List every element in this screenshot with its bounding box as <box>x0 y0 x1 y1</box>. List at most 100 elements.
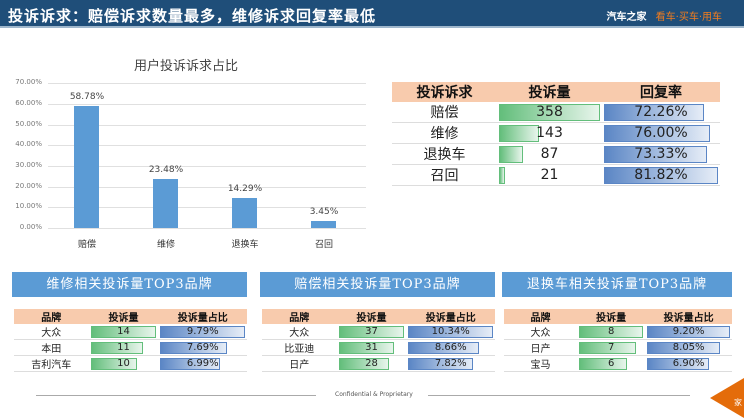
count-cell: 7 <box>576 339 646 356</box>
share-value: 6.99% <box>186 357 219 369</box>
count-databar <box>499 103 600 121</box>
count-cell: 87 <box>497 143 602 165</box>
table-row: 退换车 87 73.33% <box>392 143 720 165</box>
share-cell: 7.82% <box>406 355 495 372</box>
rate-cell: 72.26% <box>602 102 720 123</box>
databar-wrap: 21 <box>499 166 600 184</box>
count-cell: 37 <box>336 324 407 340</box>
bar-value-label: 23.48% <box>148 165 184 176</box>
share-cell: 6.99% <box>158 355 247 372</box>
rate-databar <box>604 145 707 163</box>
share-databar <box>160 341 228 354</box>
databar-wrap: 76.00% <box>604 124 718 142</box>
page-title: 投诉诉求：赔偿诉求数量最多，维修诉求回复率最低 <box>8 7 377 25</box>
corner-triangle-icon <box>710 378 744 418</box>
count-value: 10 <box>117 357 130 369</box>
column-header: 品牌 <box>14 309 89 324</box>
share-cell: 9.20% <box>645 324 732 340</box>
brand-logo: 汽车之家 看车·买车·用车 <box>606 8 722 23</box>
column-header: 投诉量 <box>88 309 159 324</box>
count-value: 37 <box>365 325 378 337</box>
count-cell: 8 <box>576 324 646 340</box>
demand-cell: 赔偿 <box>392 102 497 123</box>
column-header: 回复率 <box>602 82 720 102</box>
count-cell: 21 <box>497 164 602 186</box>
count-databar <box>499 145 524 163</box>
table-row: 大众 14 9.79% <box>14 324 247 340</box>
demand-cell: 维修 <box>392 122 497 144</box>
share-value: 8.05% <box>672 341 705 353</box>
count-value: 6 <box>607 357 615 369</box>
share-value: 6.90% <box>672 357 705 369</box>
count-databar <box>578 325 644 338</box>
share-databar <box>160 325 245 338</box>
databar-wrap: 143 <box>499 124 600 142</box>
databar-wrap: 8 <box>578 325 644 338</box>
demand-table: 投诉诉求 投诉量 回复率 赔偿 358 72.26% 维修 143 76.00% 退换车 87 73… <box>392 82 720 186</box>
y-tick-label: 20.00% <box>15 181 42 190</box>
share-databar <box>647 325 730 338</box>
gridline <box>48 165 366 167</box>
bar-value-label: 14.29% <box>227 184 263 195</box>
rate-cell: 81.82% <box>602 164 720 186</box>
brand-table: 品牌 投诉量 投诉量占比 大众 8 9.20% 日产 7 8.05% 宝马 6 6.90% <box>504 309 732 372</box>
share-value: 8.66% <box>434 341 467 353</box>
footer-divider <box>36 395 316 396</box>
column-header: 品牌 <box>262 309 337 324</box>
gridline <box>48 228 366 229</box>
footer-divider <box>428 395 690 396</box>
bar-value-label: 58.78% <box>69 92 105 103</box>
y-tick-label: 60.00% <box>15 98 42 107</box>
gridline <box>48 186 366 188</box>
count-cell: 28 <box>336 355 407 372</box>
databar-wrap: 28 <box>338 357 405 370</box>
databar-wrap: 8.66% <box>408 341 493 354</box>
count-cell: 10 <box>88 355 159 372</box>
brand-cell: 日产 <box>504 339 577 356</box>
x-category-label: 召回 <box>314 240 333 250</box>
brand-cell: 吉利汽车 <box>14 355 89 372</box>
databar-wrap: 7.82% <box>408 357 493 370</box>
share-value: 7.82% <box>434 357 467 369</box>
count-value: 11 <box>117 341 130 353</box>
rate-value: 81.82% <box>634 166 688 183</box>
bar-chart: 用户投诉诉求占比 70.00% 60.00% 50.00% 40.00% 30.00% 2… <box>0 40 372 255</box>
table-row: 赔偿 358 72.26% <box>392 102 720 123</box>
databar-wrap: 6.90% <box>647 357 730 370</box>
databar-wrap: 72.26% <box>604 103 718 121</box>
gridline <box>48 103 366 105</box>
table-row: 日产 7 8.05% <box>504 339 732 356</box>
count-databar <box>338 341 394 354</box>
share-databar <box>160 357 221 370</box>
databar-wrap: 8.05% <box>647 341 730 354</box>
count-databar <box>338 325 405 338</box>
brand-name: 汽车之家 <box>606 12 647 23</box>
brand-cell: 大众 <box>262 324 337 340</box>
section-banner: 维修相关投诉量TOP3品牌 <box>12 272 247 297</box>
count-databar <box>90 325 157 338</box>
y-tick-label: 70.00% <box>15 78 42 87</box>
rate-cell: 76.00% <box>602 122 720 144</box>
section-banner: 赔偿相关投诉量TOP3品牌 <box>260 272 495 297</box>
share-cell: 7.69% <box>158 339 247 356</box>
share-cell: 8.05% <box>645 339 732 356</box>
gridline <box>48 83 366 85</box>
databar-wrap: 10 <box>90 357 157 370</box>
brand-cell: 本田 <box>14 339 89 356</box>
count-value: 7 <box>607 341 615 353</box>
databar-wrap: 87 <box>499 145 600 163</box>
y-tick-label: 0.00% <box>19 223 42 231</box>
databar-wrap: 9.20% <box>647 325 730 338</box>
share-cell: 10.34% <box>406 324 495 340</box>
table-row: 比亚迪 31 8.66% <box>262 339 495 356</box>
bar-value-label: 3.45% <box>309 206 339 217</box>
count-cell: 358 <box>497 102 602 123</box>
y-tick-label: 50.00% <box>15 119 42 128</box>
table-row: 召回 21 81.82% <box>392 164 720 186</box>
count-value: 143 <box>536 124 563 141</box>
databar-wrap: 358 <box>499 103 600 121</box>
y-tick-label: 40.00% <box>15 140 42 149</box>
rate-databar <box>604 103 705 121</box>
databar-wrap: 73.33% <box>604 145 718 163</box>
share-cell: 6.90% <box>645 355 732 372</box>
